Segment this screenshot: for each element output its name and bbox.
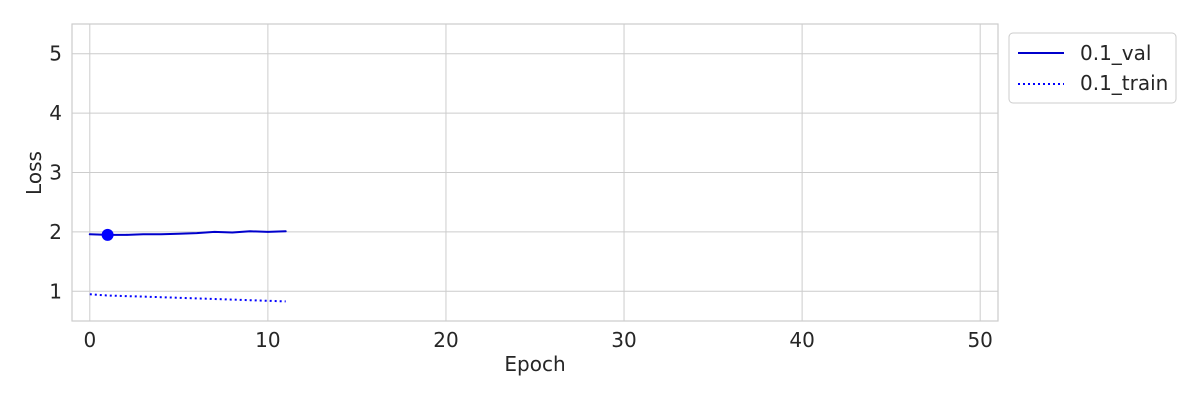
best-epoch-marker	[101, 228, 114, 241]
y-tick-label: 4	[49, 101, 62, 125]
x-tick-label: 20	[433, 328, 458, 352]
series-lines	[88, 230, 287, 303]
x-axis-label: Epoch	[504, 352, 565, 376]
tick-labels: 0 10 20 30 40 50 1 2 3 4 5	[49, 42, 993, 352]
grid	[72, 24, 998, 321]
y-tick-label: 3	[49, 161, 62, 185]
series-line-0.1_train	[89, 293, 286, 303]
legend-label-val: 0.1_val	[1080, 41, 1151, 65]
plot-frame	[71, 23, 999, 322]
x-tick-label: 50	[967, 328, 992, 352]
markers	[101, 228, 114, 241]
x-tick-label: 30	[611, 328, 636, 352]
x-tick-label: 40	[789, 328, 814, 352]
x-tick-label: 0	[83, 328, 96, 352]
legend-label-train: 0.1_train	[1080, 71, 1168, 95]
series-line-0.1_val	[88, 230, 287, 236]
y-tick-label: 5	[49, 42, 62, 66]
y-tick-label: 1	[49, 279, 62, 303]
legend: 0.1_val 0.1_train	[1008, 32, 1177, 104]
legend-box	[1008, 32, 1177, 104]
y-axis-label: Loss	[22, 151, 46, 195]
x-tick-label: 10	[255, 328, 280, 352]
y-tick-label: 2	[49, 220, 62, 244]
